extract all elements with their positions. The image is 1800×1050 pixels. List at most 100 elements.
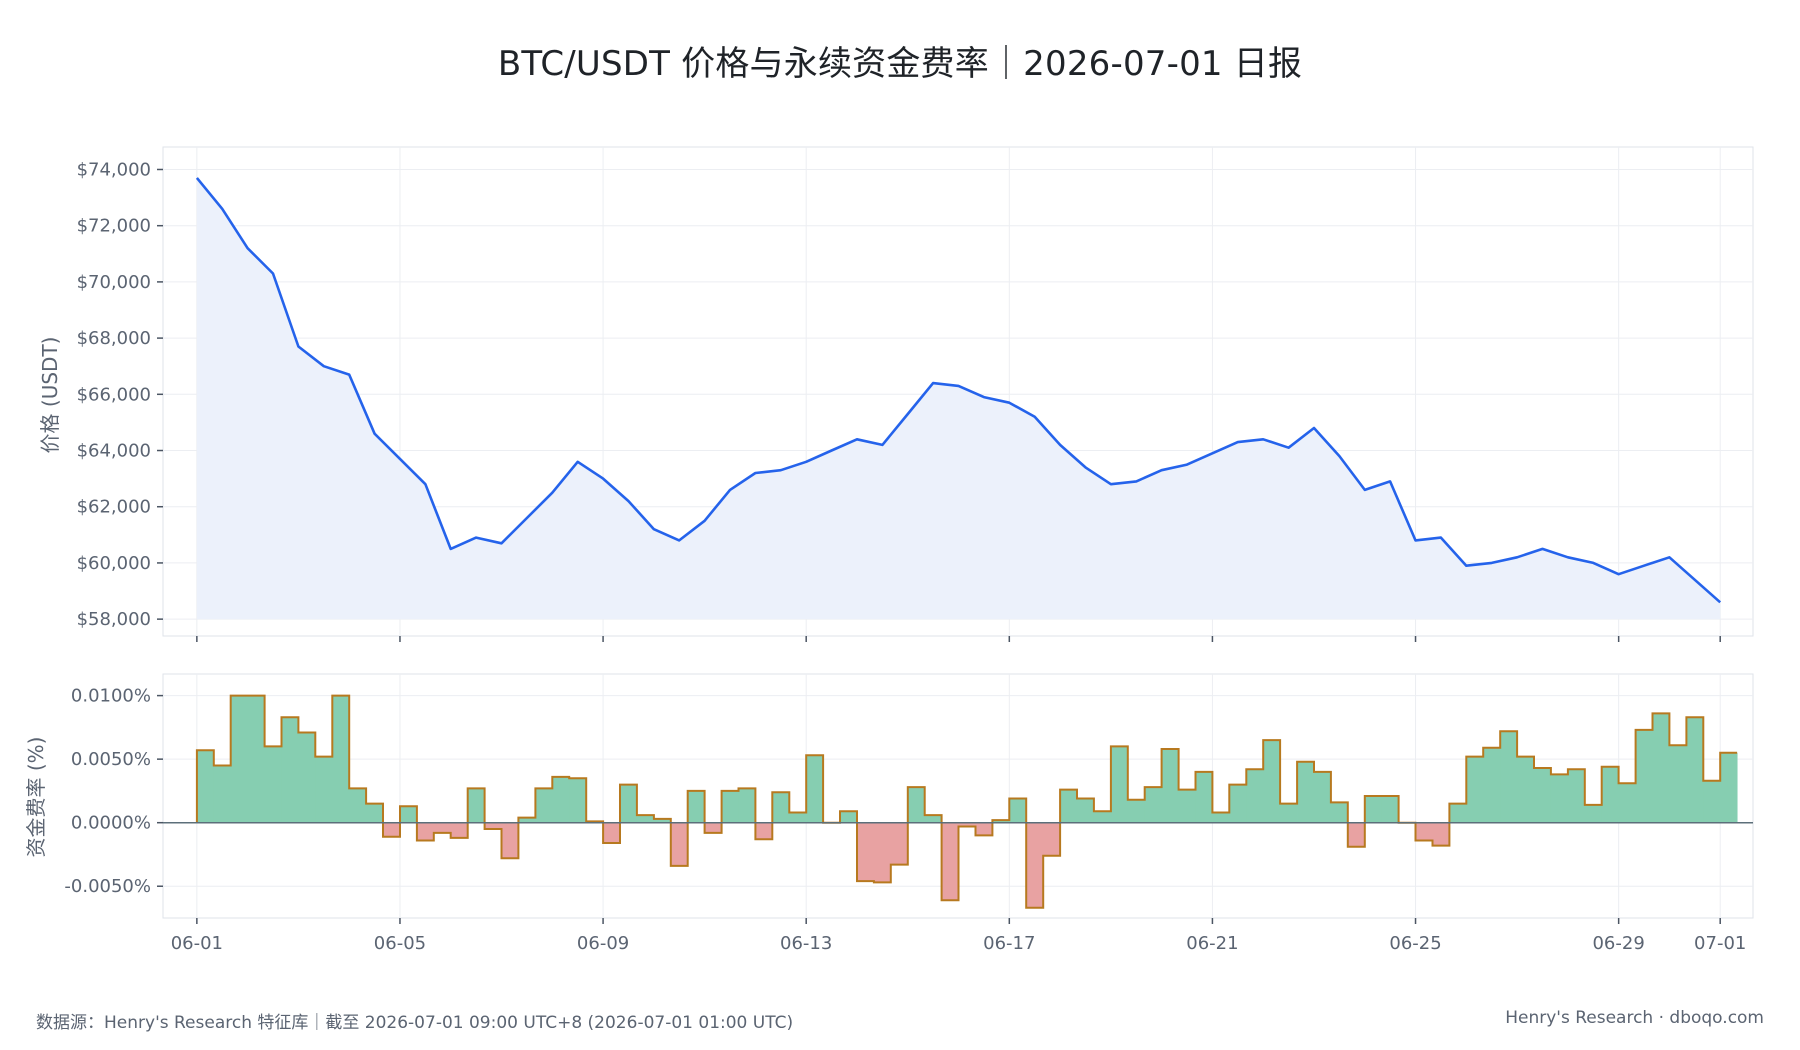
x-tick-label: 07-01 <box>1694 933 1746 954</box>
funding-bar <box>1077 798 1095 823</box>
x-tick-label: 06-09 <box>577 933 629 954</box>
funding-bar <box>1127 799 1146 823</box>
price-axis-title: 价格 (USDT) <box>38 337 62 454</box>
funding-bar <box>1110 746 1129 823</box>
funding-bar <box>1178 789 1196 823</box>
funding-bar <box>975 822 993 836</box>
funding-axis-title: 资金费率 (%) <box>24 737 48 858</box>
funding-bar <box>1144 787 1163 823</box>
x-axis: 06-01 06-05 06-09 06-13 06-17 06-21 06-25 06-29… <box>171 918 1746 954</box>
funding-bar <box>1026 822 1044 908</box>
funding-bar <box>1060 789 1078 823</box>
funding-bar <box>1517 756 1535 823</box>
funding-bar <box>1347 822 1366 847</box>
funding-bar <box>992 820 1010 823</box>
price-ytick-label: $66,000 <box>77 384 151 405</box>
price-line <box>195 177 1722 604</box>
funding-bar <box>721 790 739 823</box>
funding-bar <box>1415 822 1433 841</box>
funding-bar <box>670 822 689 866</box>
funding-bar <box>315 756 333 823</box>
price-ytick-label: $62,000 <box>77 497 151 518</box>
funding-bar <box>1601 766 1620 823</box>
funding-bar <box>518 817 536 823</box>
funding-bar <box>1195 771 1213 823</box>
funding-bar <box>196 750 215 823</box>
funding-bar <box>1212 812 1230 823</box>
funding-bar <box>501 822 519 859</box>
funding-bar <box>281 717 299 823</box>
funding-bar <box>636 815 655 823</box>
funding-bar <box>840 811 858 823</box>
funding-bar <box>806 755 824 823</box>
funding-bar <box>1229 784 1247 823</box>
price-ytick-label: $70,000 <box>77 272 151 293</box>
funding-bar <box>941 822 959 901</box>
funding-bar <box>298 732 316 823</box>
funding-bar <box>890 822 909 865</box>
price-ytick-label: $68,000 <box>77 328 151 349</box>
funding-bar <box>349 788 367 823</box>
funding-bar <box>1500 731 1518 823</box>
funding-bar <box>1161 748 1179 823</box>
funding-panel: -0.0050% 0.0000% 0.0050% 0.0100% <box>64 673 1754 919</box>
funding-bar <box>924 815 943 823</box>
funding-bar <box>620 784 638 823</box>
funding-bar <box>1093 811 1112 823</box>
funding-bar <box>1449 803 1467 823</box>
funding-bar <box>399 806 418 823</box>
x-tick-label: 06-29 <box>1592 933 1644 954</box>
funding-bar <box>1280 803 1298 823</box>
funding-bar <box>738 788 756 823</box>
funding-bar <box>755 822 773 840</box>
funding-bar <box>1618 783 1636 823</box>
funding-ytick-label: 0.0100% <box>71 686 151 707</box>
funding-ytick-label: -0.0050% <box>64 876 151 897</box>
funding-bar <box>247 695 265 823</box>
funding-bar <box>856 822 875 882</box>
funding-bar <box>1669 745 1687 823</box>
funding-bar <box>704 822 722 833</box>
funding-bar <box>484 822 502 830</box>
funding-bar <box>569 778 587 823</box>
funding-bar <box>789 812 807 823</box>
price-ytick-label: $60,000 <box>77 553 151 574</box>
funding-bar <box>907 787 926 823</box>
funding-bar <box>603 822 621 844</box>
funding-ytick-label: 0.0000% <box>71 813 151 834</box>
footer-source: 数据源：Henry's Research 特征库｜截至 2026-07-01 0… <box>36 1013 794 1033</box>
price-area <box>196 177 1721 620</box>
x-tick-label: 06-05 <box>374 933 426 954</box>
funding-bar <box>366 803 384 823</box>
funding-bar <box>653 818 672 823</box>
funding-bar <box>416 822 435 841</box>
funding-bar <box>1567 769 1586 823</box>
price-ytick-label: $74,000 <box>77 159 151 180</box>
x-tick-label: 06-01 <box>171 933 223 954</box>
price-panel: $58,000 $60,000 $62,000 $64,000 $66,000 $68,0… <box>77 146 1754 642</box>
funding-bar <box>1246 769 1264 823</box>
funding-bar <box>535 788 553 823</box>
price-ytick-label: $72,000 <box>77 216 151 237</box>
footer-brand: Henry's Research · dboqo.com <box>1505 1008 1764 1028</box>
funding-bar <box>552 776 570 823</box>
funding-ytick-label: 0.0050% <box>71 749 151 770</box>
funding-bar <box>958 822 976 827</box>
funding-bar <box>1652 713 1670 823</box>
funding-bar <box>383 822 401 837</box>
funding-bar <box>1330 802 1349 823</box>
funding-bar <box>1297 761 1315 823</box>
funding-bar <box>230 695 249 823</box>
chart-title: BTC/USDT 价格与永续资金费率｜2026-07-01 日报 <box>497 44 1303 84</box>
funding-bar <box>1720 752 1738 823</box>
price-ytick-label: $58,000 <box>77 609 151 630</box>
funding-bar <box>264 746 282 823</box>
price-ytick-label: $64,000 <box>77 441 151 462</box>
funding-bar <box>873 822 892 883</box>
funding-bar <box>1313 771 1332 823</box>
funding-bar <box>1263 740 1281 823</box>
funding-bar <box>1584 804 1603 823</box>
funding-bar <box>1686 717 1704 823</box>
funding-step-line <box>195 694 1738 909</box>
